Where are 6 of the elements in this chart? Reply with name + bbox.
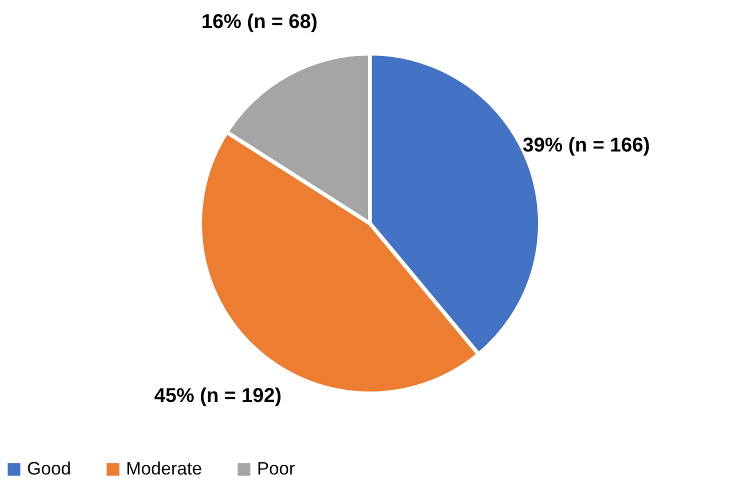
data-label: 39% (n = 166) <box>522 134 650 156</box>
data-label: 16% (n = 68) <box>201 10 318 33</box>
data-label: 45% (n = 192) <box>154 385 282 408</box>
legend-label: Poor <box>257 458 296 478</box>
legend-label: Moderate <box>126 458 202 478</box>
legend-label: Good <box>27 458 72 478</box>
